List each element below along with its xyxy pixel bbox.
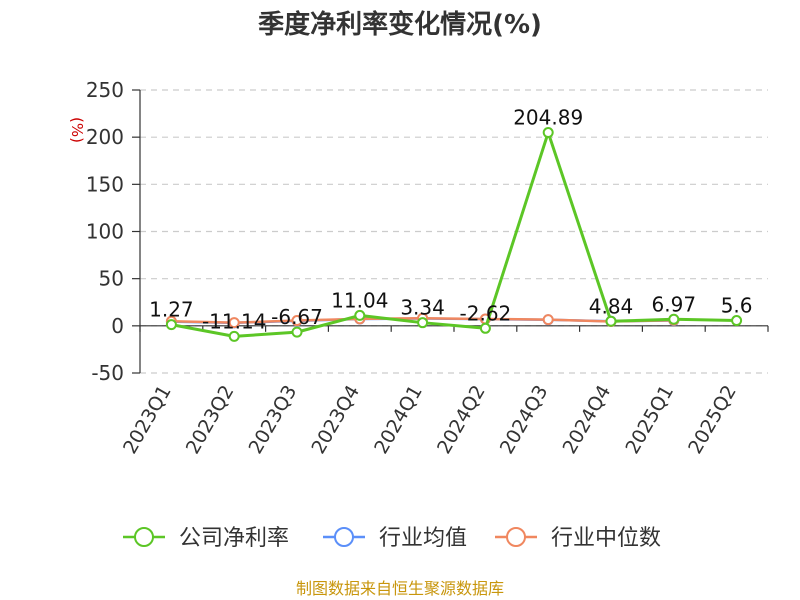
x-tick-label: 2025Q1 [621, 382, 678, 458]
y-axis-ticks: 250 200 150 100 50 0 -50 [86, 78, 124, 385]
legend-label: 公司净利率 [179, 526, 289, 551]
y-tick-label: 250 [86, 78, 124, 102]
x-tick-label: 2024Q1 [370, 382, 427, 458]
x-tick-label: 2023Q4 [307, 382, 364, 458]
data-labels: 1.27 -11.14 -6.67 11.04 3.34 -2.62 204.89 4.84 6… [149, 106, 752, 334]
y-tick-label: 0 [111, 314, 124, 338]
data-point [228, 317, 240, 329]
legend: 公司净利率 行业均值 行业中位数 [123, 526, 661, 551]
y-tick-label: 200 [86, 125, 124, 149]
data-label: 6.97 [652, 292, 697, 316]
source-note: 制图数据来自恒生聚源数据库 [296, 579, 504, 598]
legend-label: 行业中位数 [551, 526, 661, 551]
data-point [542, 127, 554, 139]
x-tick-label: 2025Q2 [684, 382, 741, 458]
data-point [542, 314, 554, 326]
y-tick-label: 50 [99, 267, 124, 291]
series-layer [165, 127, 743, 342]
chart-title: 季度净利率变化情况(%) [258, 9, 542, 40]
data-label: -2.62 [460, 301, 512, 325]
x-tick-label: 2024Q4 [559, 382, 616, 458]
legend-item[interactable]: 行业均值 [323, 526, 467, 551]
data-label: 5.6 [721, 294, 753, 318]
series-line [171, 131, 737, 338]
x-tick-label: 2024Q2 [433, 382, 490, 458]
legend-item[interactable]: 行业中位数 [495, 526, 661, 551]
data-point [291, 326, 303, 338]
series-0 [165, 127, 743, 342]
legend-marker [506, 527, 526, 547]
data-label: 204.89 [513, 106, 583, 130]
data-label: 1.27 [149, 298, 194, 322]
data-point [731, 315, 743, 327]
data-point [479, 322, 491, 334]
data-point [228, 330, 240, 342]
data-point [668, 313, 680, 325]
legend-item[interactable]: 公司净利率 [123, 526, 289, 551]
data-label: -6.67 [271, 305, 323, 329]
data-point [605, 315, 617, 327]
data-label: -11.14 [202, 309, 266, 333]
x-tick-label: 2023Q1 [119, 382, 176, 458]
data-point [354, 309, 366, 321]
legend-marker [334, 527, 354, 547]
data-point [417, 317, 429, 329]
y-tick-label: -50 [91, 361, 124, 385]
y-tick-label: 150 [86, 172, 124, 196]
data-label: 3.34 [400, 296, 445, 320]
legend-marker [134, 527, 154, 547]
data-point [165, 319, 177, 331]
data-label: 4.84 [589, 294, 634, 318]
data-label: 11.04 [331, 288, 388, 312]
y-tick-label: 100 [86, 220, 124, 244]
x-tick-label: 2023Q3 [245, 382, 302, 458]
x-tick-label: 2024Q3 [496, 382, 553, 458]
y-axis-label: (%) [68, 117, 86, 143]
x-tick-label: 2023Q2 [182, 382, 239, 458]
legend-label: 行业均值 [379, 526, 467, 551]
data-point [291, 315, 303, 327]
x-axis-ticks: 2023Q1 2023Q2 2023Q3 2023Q4 2024Q1 2024Q2 2024… [119, 382, 741, 458]
